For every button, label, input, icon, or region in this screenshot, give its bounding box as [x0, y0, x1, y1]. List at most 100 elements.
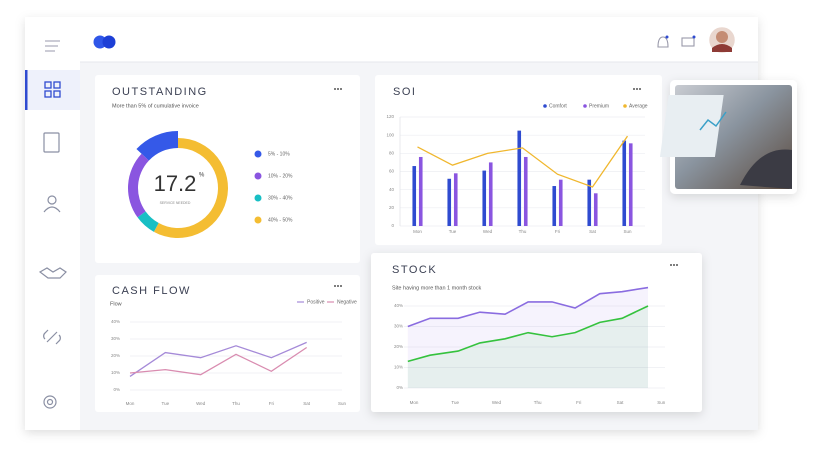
- panel-title: STOCK: [392, 264, 437, 276]
- nav-deals[interactable]: [38, 267, 67, 279]
- x-tick-label: Tue: [449, 229, 457, 234]
- nav-user[interactable]: [47, 195, 57, 205]
- x-tick-label: Wed: [196, 401, 206, 406]
- legend-label: 5% - 10%: [268, 151, 290, 157]
- y-tick-label: 60: [389, 169, 395, 174]
- logo-part: [102, 35, 116, 49]
- nav-dashboard[interactable]: [44, 81, 61, 98]
- y-tick-label: 10%: [111, 370, 120, 375]
- donut-segment: [127, 153, 149, 218]
- panel-cashflow: [95, 275, 360, 412]
- photo-person: [740, 149, 792, 189]
- donut-segment: [153, 138, 228, 238]
- panel-title: CASH FLOW: [112, 285, 191, 297]
- x-tick-label: Mon: [413, 229, 422, 234]
- y-tick-label: 80: [389, 151, 395, 156]
- x-tick-label: Mon: [410, 400, 419, 405]
- legend-label: 40% - 50%: [268, 217, 293, 223]
- bar: [552, 186, 557, 226]
- bar: [587, 179, 592, 226]
- y-tick-label: 30%: [111, 336, 120, 341]
- area: [407, 287, 649, 388]
- legend-swatch: [254, 216, 262, 224]
- y-tick-label: 100: [386, 132, 394, 137]
- bell-icon[interactable]: [657, 36, 669, 48]
- donut-segment: [137, 211, 159, 232]
- avatar-body: [712, 44, 732, 52]
- bar: [628, 143, 633, 226]
- line: [407, 305, 649, 363]
- x-tick-label: Fri: [555, 229, 560, 234]
- bar: [412, 166, 417, 226]
- line: [417, 135, 629, 188]
- legend-swatch: [583, 104, 587, 108]
- y-tick-label: 40%: [394, 303, 403, 308]
- legend-label: 10% - 20%: [268, 173, 293, 179]
- panel-outstanding: [95, 75, 360, 263]
- bar: [418, 156, 423, 226]
- legend-swatch: [254, 150, 262, 158]
- y-tick-label: 40%: [111, 319, 120, 324]
- menu-icon[interactable]: [45, 40, 60, 52]
- line: [129, 341, 307, 377]
- center-unit: %: [199, 173, 205, 179]
- bar: [488, 162, 493, 226]
- bar: [447, 178, 452, 226]
- y-tick-label: 20: [389, 205, 395, 210]
- area: [407, 306, 649, 388]
- mail-icon[interactable]: [681, 37, 695, 47]
- nav-active[interactable]: [25, 70, 80, 110]
- bar: [523, 156, 528, 226]
- x-tick-label: Fri: [576, 400, 581, 405]
- legend-swatch: [623, 104, 627, 108]
- mail-dot: [692, 35, 696, 39]
- center-label: SERVICE NEEDED: [160, 201, 191, 205]
- bar: [593, 193, 598, 226]
- panel-subtitle: Site having more than 1 month stock: [392, 285, 482, 291]
- legend-label: Premium: [589, 103, 609, 109]
- nav-links[interactable]: [43, 329, 61, 345]
- avatar-face: [716, 31, 728, 43]
- legend-label: Negative: [337, 299, 357, 305]
- bar: [453, 173, 458, 226]
- panel-title: OUTSTANDING: [112, 86, 208, 98]
- x-tick-label: Thu: [232, 401, 240, 406]
- y-tick-label: 0: [391, 223, 394, 228]
- legend-swatch: [254, 172, 262, 180]
- x-tick-label: Sun: [338, 401, 347, 406]
- panel-stock: [371, 253, 702, 412]
- legend-label: Positive: [307, 299, 325, 305]
- legend-label: Comfort: [549, 103, 567, 109]
- photo-screen: [659, 95, 724, 157]
- x-tick-label: Thu: [519, 229, 527, 234]
- bar: [482, 170, 487, 226]
- nav-user-body: [43, 206, 61, 213]
- topbar: [80, 17, 758, 62]
- y-tick-label: 0%: [113, 387, 120, 392]
- y-tick-label: 0%: [396, 385, 403, 390]
- line: [129, 346, 308, 376]
- logo[interactable]: [93, 35, 107, 49]
- x-tick-label: Mon: [126, 401, 135, 406]
- legend-label: 30% - 40%: [268, 195, 293, 201]
- y-tick-label: 40: [389, 187, 395, 192]
- legend-swatch: [543, 104, 547, 108]
- y-tick-label: 30%: [394, 324, 403, 329]
- x-tick-label: Sat: [617, 400, 625, 405]
- legend-swatch: [254, 194, 262, 202]
- donut-segment: [136, 131, 178, 161]
- y-tick-label: 20%: [111, 353, 120, 358]
- x-tick-label: Sun: [623, 229, 632, 234]
- bell-dot: [665, 35, 669, 39]
- x-tick-label: Sat: [589, 229, 597, 234]
- y-tick-label: 120: [386, 114, 394, 119]
- y-axis-label: Flow: [110, 301, 122, 307]
- nav-settings[interactable]: [43, 395, 57, 409]
- y-tick-label: 10%: [394, 365, 403, 370]
- panel-menus[interactable]: [334, 88, 678, 287]
- y-tick-label: 20%: [394, 344, 403, 349]
- x-tick-label: Sat: [303, 401, 311, 406]
- nav-contacts[interactable]: [43, 132, 60, 153]
